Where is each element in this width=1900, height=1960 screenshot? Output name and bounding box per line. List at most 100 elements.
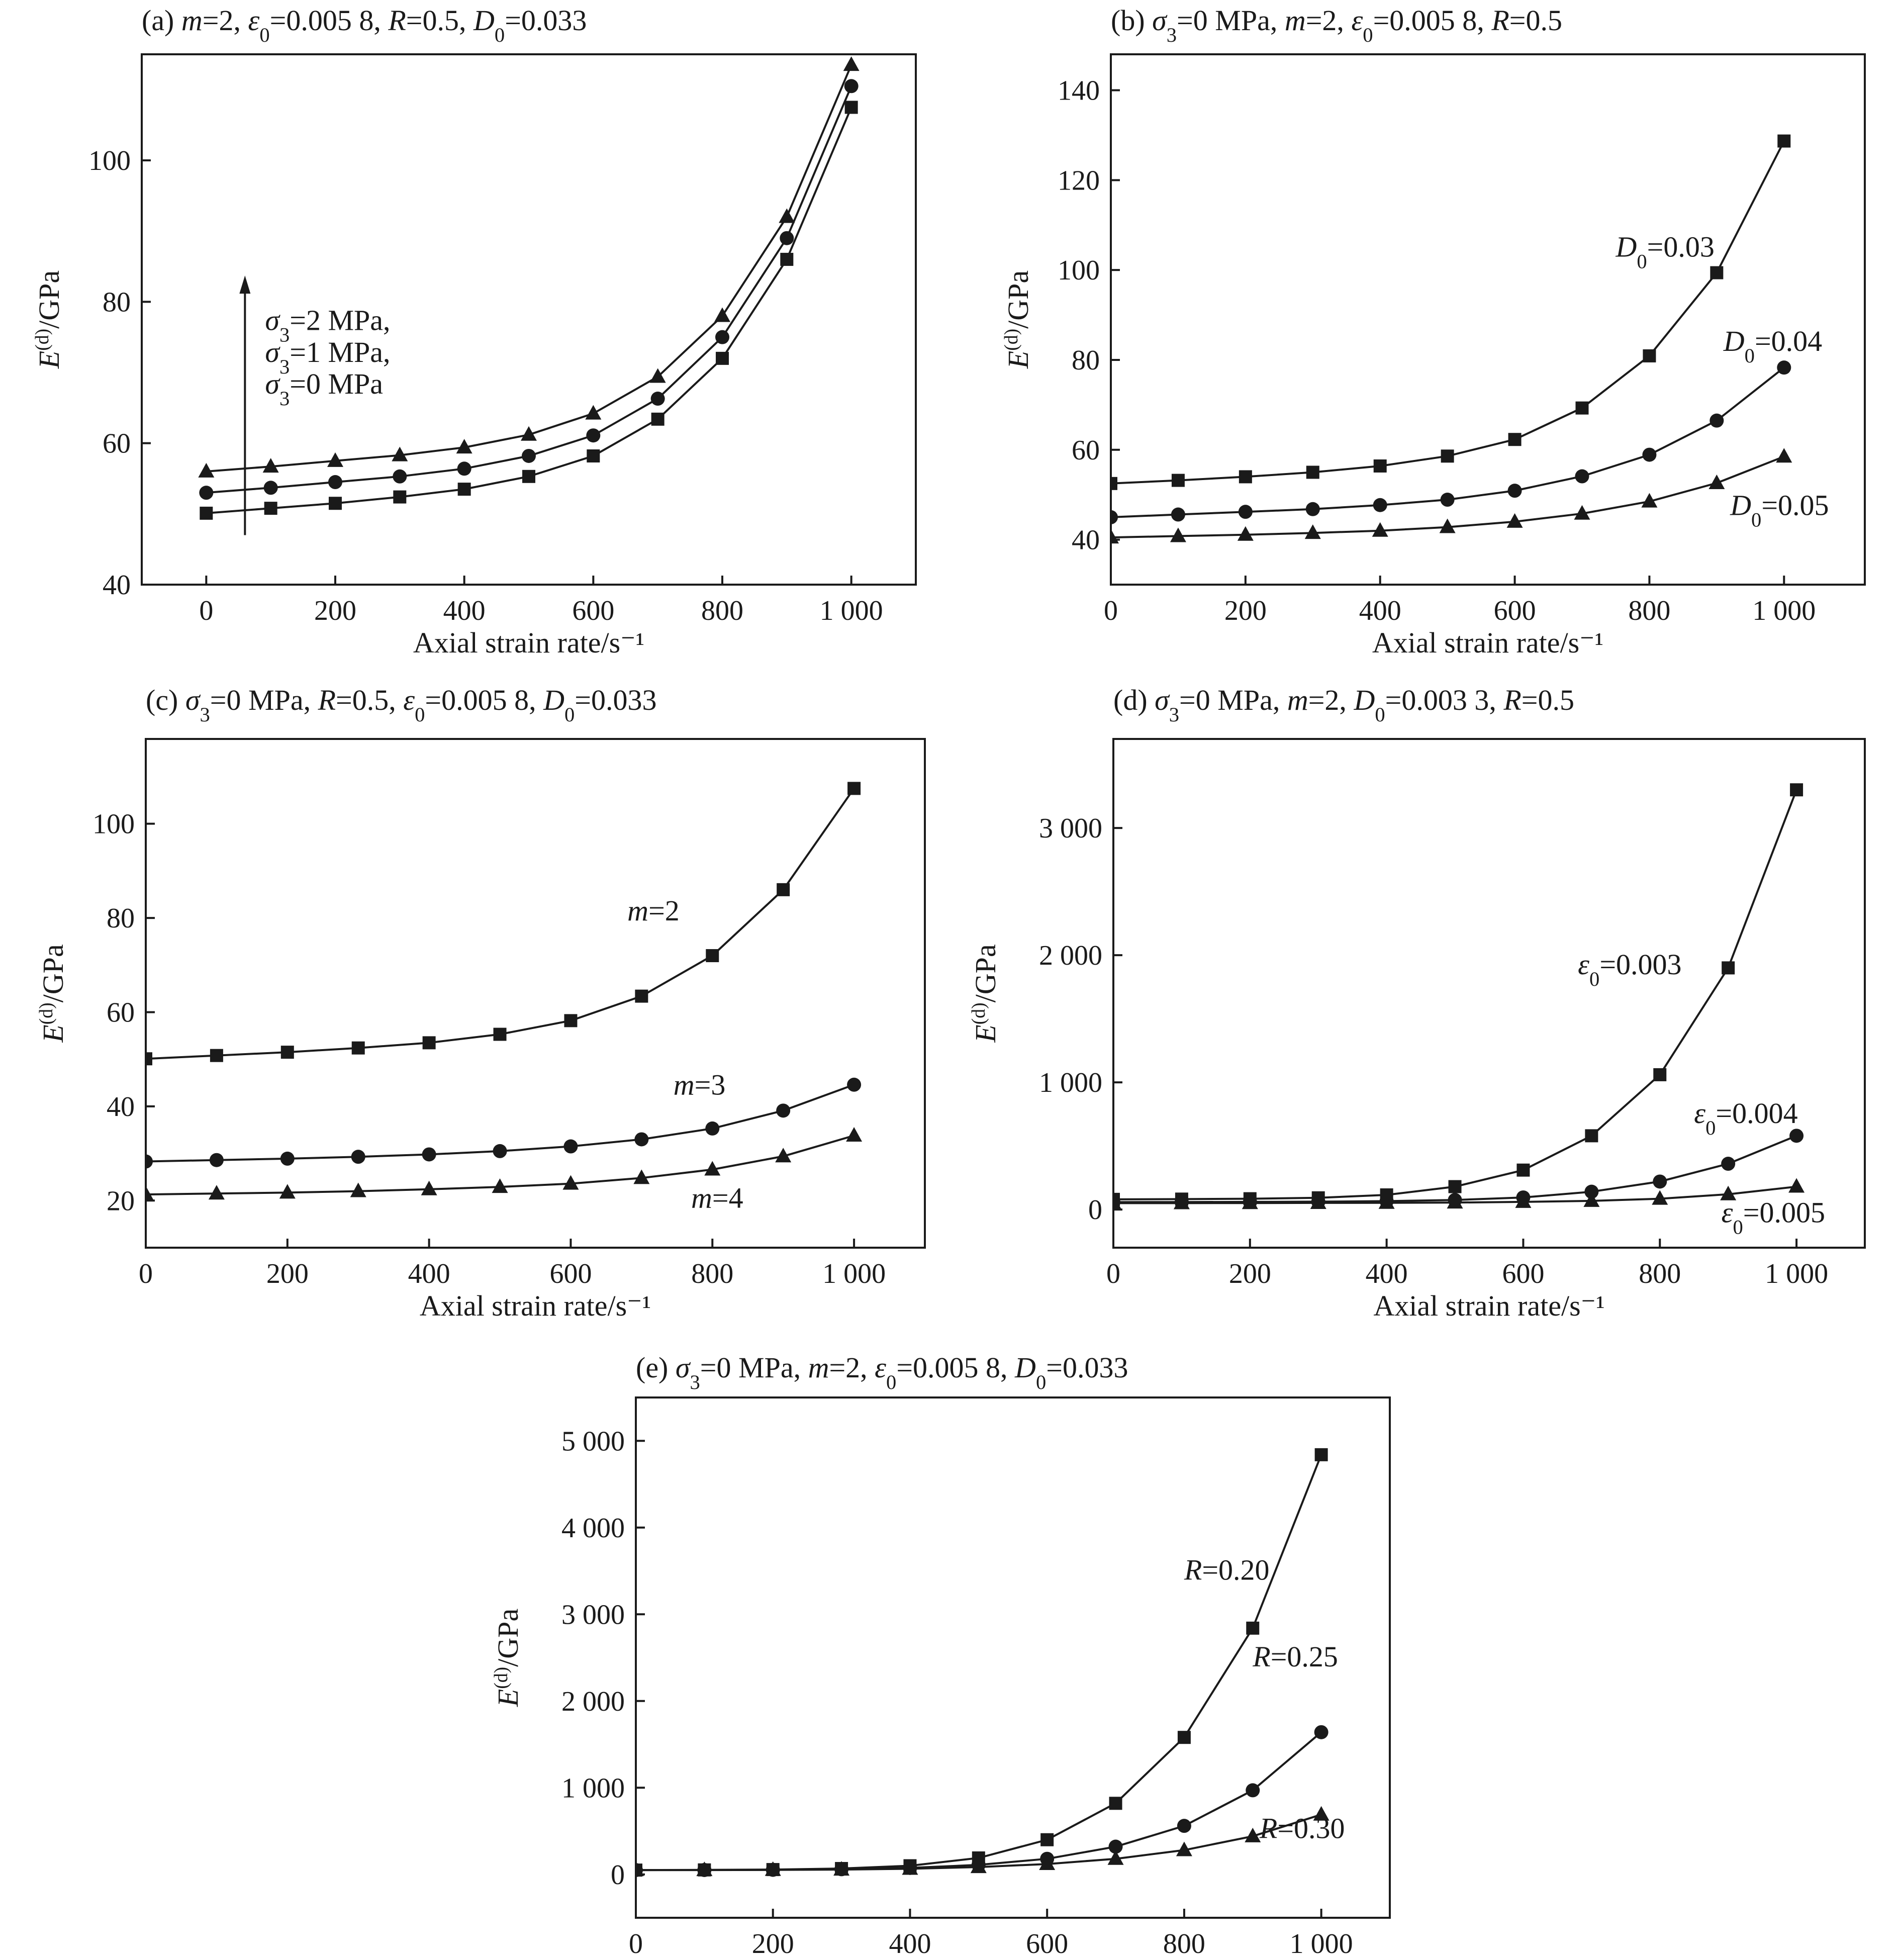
data-point-triangle [1708, 474, 1725, 489]
data-point-square [1516, 1163, 1530, 1177]
data-point-square [651, 412, 664, 426]
plot-frame [1110, 53, 1866, 586]
data-point-circle [1721, 1157, 1736, 1171]
data-point-triangle [198, 462, 215, 478]
data-point-triangle [846, 1127, 863, 1142]
x-tick-label: 400 [408, 1258, 450, 1289]
data-point-triangle [1776, 448, 1792, 463]
plot-area [1111, 134, 1792, 544]
data-point-square [210, 1049, 223, 1062]
curve-label: σ3=0 MPa [265, 367, 383, 410]
data-point-square [457, 483, 471, 496]
y-tick-label: 3 000 [561, 1599, 625, 1630]
data-point-circle [1305, 502, 1320, 516]
data-point-square [1177, 1731, 1191, 1744]
data-point-triangle [833, 1861, 850, 1876]
data-point-circle [422, 1147, 436, 1162]
y-tick-label: 100 [88, 145, 131, 176]
data-point-circle [1584, 1184, 1599, 1199]
data-point-circle [780, 231, 794, 245]
data-point-circle [1777, 360, 1791, 375]
panel-a: (a) m=2, ε0=0.005 8, R=0.5, D0=0.033 0 200… [32, 4, 917, 659]
x-tick-label: 600 [1502, 1258, 1544, 1289]
data-point-circle [1507, 484, 1522, 498]
x-tick-label: 400 [1359, 595, 1401, 626]
x-tick-label: 0 [1106, 1258, 1120, 1289]
x-tick-label: 800 [1628, 595, 1670, 626]
x-axis-label: Axial strain rate/s⁻¹ [420, 1289, 651, 1322]
x-tick-label: 800 [1163, 1928, 1205, 1959]
data-point-square [1306, 465, 1319, 479]
data-point-square [351, 1041, 365, 1055]
data-point-square [1109, 1797, 1122, 1810]
data-point-triangle [585, 405, 602, 420]
panel-c: (c) σ3=0 MPa, R=0.5, ε0=0.005 8, D0=0.03… [36, 684, 926, 1322]
curve-label: R=0.20 [1184, 1553, 1270, 1586]
data-point-circle [1246, 1783, 1260, 1798]
x-axis-label: Axial strain rate/s⁻¹ [1373, 1289, 1604, 1322]
data-point-circle [280, 1151, 295, 1166]
data-point-square [635, 989, 648, 1003]
data-point-triangle [1304, 524, 1321, 539]
x-tick-label: 400 [889, 1928, 931, 1959]
data-point-triangle [279, 1184, 296, 1199]
curve-label: ε0=0.003 [1578, 948, 1681, 990]
series-line-0 [146, 788, 855, 1060]
data-point-circle [1373, 498, 1387, 512]
data-point-triangle [1439, 518, 1456, 533]
y-tick-label: 5 000 [561, 1426, 625, 1457]
data-point-circle [776, 1103, 791, 1118]
data-point-square [146, 1052, 152, 1066]
data-point-triangle [843, 56, 860, 71]
x-tick-label: 600 [549, 1258, 592, 1289]
y-tick-label: 80 [103, 287, 131, 318]
data-point-triangle [1111, 529, 1119, 544]
x-tick-label: 1 000 [1290, 1928, 1353, 1959]
data-point-square [1790, 783, 1803, 797]
data-point-circle [1171, 507, 1185, 522]
data-point-triangle [1515, 1193, 1532, 1208]
data-point-circle [650, 392, 665, 406]
curve-label: R=0.25 [1252, 1640, 1338, 1673]
data-point-square [1643, 349, 1656, 362]
data-point-circle [586, 428, 601, 443]
curve-label: σ3=1 MPa, [265, 336, 390, 378]
data-point-triangle [1378, 1194, 1395, 1209]
x-tick-label: 0 [629, 1928, 643, 1959]
curve-label: ε0=0.005 [1722, 1196, 1825, 1238]
curve-label: m=2 [627, 894, 680, 927]
data-point-triangle [1039, 1855, 1056, 1871]
data-point-triangle [1173, 1194, 1190, 1209]
x-tick-label: 1 000 [1752, 595, 1816, 626]
y-tick-label: 2 000 [1039, 940, 1102, 971]
data-point-square [393, 490, 407, 504]
y-tick-label: 2 000 [561, 1686, 625, 1717]
data-point-square [1722, 961, 1735, 975]
panel-title: (c) σ3=0 MPa, R=0.5, ε0=0.005 8, D0=0.03… [146, 684, 657, 726]
plot-area [1113, 783, 1805, 1209]
curve-label: ε0=0.004 [1694, 1097, 1797, 1139]
data-point-triangle [636, 1861, 644, 1877]
data-point-triangle [1237, 526, 1254, 541]
data-point-triangle [521, 426, 537, 441]
data-point-triangle [350, 1182, 366, 1197]
arrow-up-icon [239, 275, 251, 294]
data-point-square [1448, 1180, 1462, 1193]
data-point-triangle [1313, 1806, 1329, 1821]
y-axis-label: E(d)/GPa [968, 944, 1002, 1043]
data-point-triangle [1583, 1192, 1600, 1207]
y-tick-label: 20 [107, 1185, 135, 1217]
curve-label: σ3=2 MPa, [265, 304, 390, 346]
data-point-triangle [970, 1858, 987, 1874]
plot-frame [635, 1396, 1391, 1919]
data-point-triangle [696, 1861, 713, 1877]
data-point-triangle [1372, 522, 1388, 537]
data-point-triangle [392, 446, 408, 461]
data-point-circle [522, 448, 536, 463]
data-point-circle [457, 461, 471, 476]
data-point-square [716, 351, 729, 365]
data-point-circle [1709, 413, 1724, 428]
x-tick-label: 400 [443, 595, 486, 626]
data-point-square [844, 101, 858, 114]
